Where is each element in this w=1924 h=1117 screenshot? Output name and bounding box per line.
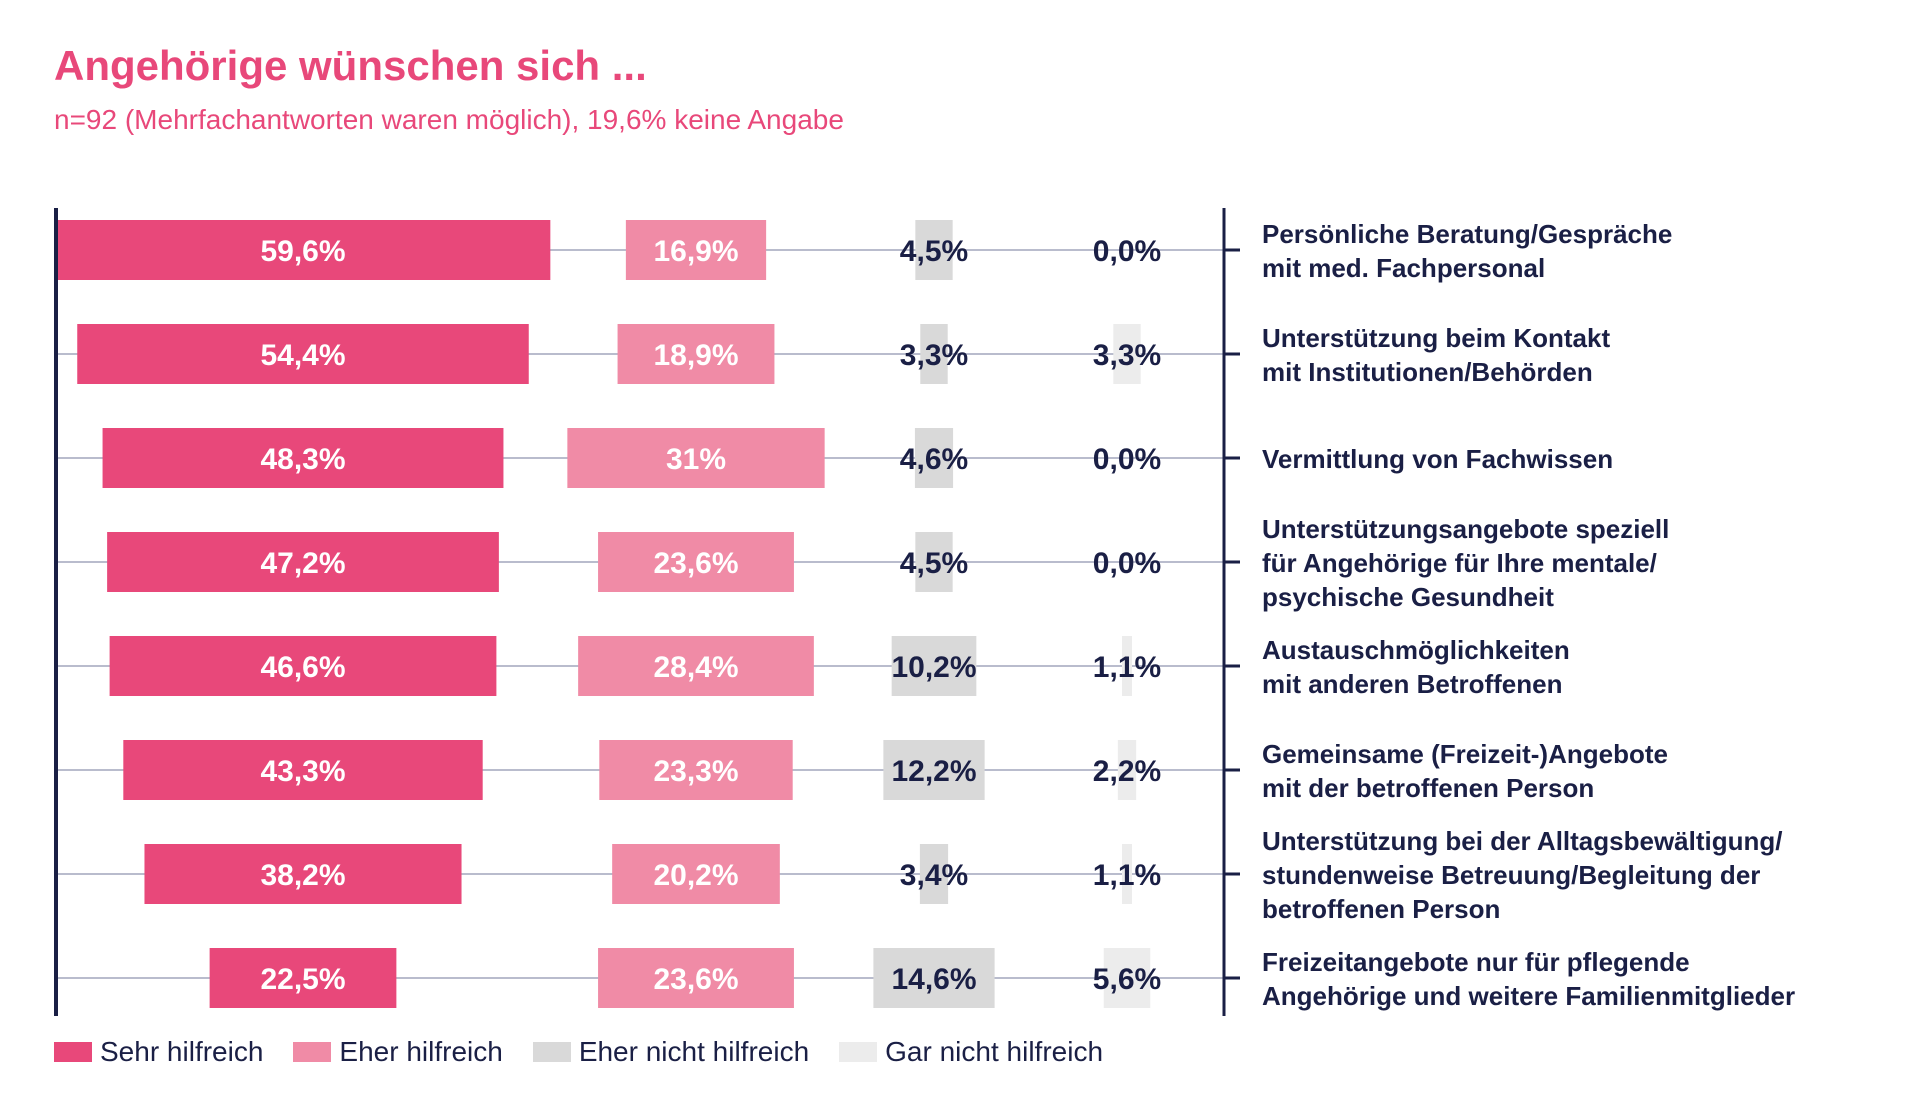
legend-swatch-sehr-hilfreich bbox=[54, 1042, 92, 1062]
bar-gar-nicht-hilfreich bbox=[1122, 636, 1132, 696]
bar-eher-hilfreich bbox=[617, 324, 775, 384]
value-label-eher-nicht-hilfreich: 12,2% bbox=[891, 755, 976, 788]
value-label-eher-hilfreich: 18,9% bbox=[653, 339, 738, 372]
value-label-gar-nicht-hilfreich: 0,0% bbox=[1093, 547, 1161, 580]
legend-swatch-gar-nicht-hilfreich bbox=[839, 1042, 878, 1062]
value-label-sehr-hilfreich: 48,3% bbox=[260, 443, 345, 476]
value-label-sehr-hilfreich: 43,3% bbox=[260, 755, 345, 788]
category-label: Unterstützungsangebote speziell für Angeh… bbox=[1262, 514, 1669, 612]
value-label-sehr-hilfreich: 38,2% bbox=[260, 859, 345, 892]
value-label-sehr-hilfreich: 54,4% bbox=[260, 339, 345, 372]
value-label-gar-nicht-hilfreich: 1,1% bbox=[1093, 859, 1161, 892]
bar-eher-nicht-hilfreich bbox=[915, 532, 953, 592]
value-label-gar-nicht-hilfreich: 2,2% bbox=[1093, 755, 1161, 788]
category-label: Unterstützung bei der Alltagsbewältigung… bbox=[1262, 826, 1783, 924]
legend-item-eher-hilfreich: Eher hilfreich bbox=[293, 1036, 503, 1068]
chart-title: Angehörige wünschen sich ... bbox=[54, 42, 647, 89]
category-label: Unterstützung beim Kontakt mit Institutio… bbox=[1262, 323, 1610, 387]
bar-eher-nicht-hilfreich bbox=[919, 844, 949, 904]
bar-eher-hilfreich bbox=[625, 220, 767, 280]
bar-gar-nicht-hilfreich bbox=[1117, 740, 1137, 800]
bar-sehr-hilfreich bbox=[209, 948, 397, 1008]
bar-sehr-hilfreich bbox=[144, 844, 462, 904]
value-label-eher-nicht-hilfreich: 3,3% bbox=[900, 339, 968, 372]
value-label-sehr-hilfreich: 47,2% bbox=[260, 547, 345, 580]
bar-sehr-hilfreich bbox=[55, 220, 551, 280]
bar-sehr-hilfreich bbox=[109, 636, 497, 696]
bar-gar-nicht-hilfreich bbox=[1122, 844, 1132, 904]
chart-subtitle: n=92 (Mehrfachantworten waren möglich), … bbox=[54, 104, 844, 135]
bar-sehr-hilfreich bbox=[102, 428, 504, 488]
value-label-eher-nicht-hilfreich: 3,4% bbox=[900, 859, 968, 892]
value-label-gar-nicht-hilfreich: 5,6% bbox=[1093, 963, 1161, 996]
legend-label-eher-nicht-hilfreich: Eher nicht hilfreich bbox=[578, 1036, 810, 1067]
value-label-gar-nicht-hilfreich: 0,0% bbox=[1093, 443, 1161, 476]
bar-eher-nicht-hilfreich bbox=[920, 324, 948, 384]
value-label-eher-nicht-hilfreich: 4,6% bbox=[900, 443, 968, 476]
category-label: Freizeitangebote nur für pflegende Angehö… bbox=[1262, 947, 1795, 1011]
value-label-eher-hilfreich: 16,9% bbox=[653, 235, 738, 268]
bar-gar-nicht-hilfreich bbox=[1113, 324, 1141, 384]
chart-legend: Sehr hilfreich Eher hilfreich Eher nicht… bbox=[54, 1036, 1133, 1068]
value-label-sehr-hilfreich: 59,6% bbox=[260, 235, 345, 268]
bar-eher-hilfreich bbox=[578, 636, 814, 696]
bar-eher-nicht-hilfreich bbox=[915, 220, 953, 280]
value-label-sehr-hilfreich: 46,6% bbox=[260, 651, 345, 684]
bar-gar-nicht-hilfreich bbox=[1103, 948, 1151, 1008]
value-label-eher-hilfreich: 23,6% bbox=[653, 963, 738, 996]
legend-label-gar-nicht-hilfreich: Gar nicht hilfreich bbox=[885, 1036, 1104, 1067]
bar-eher-nicht-hilfreich bbox=[914, 428, 954, 488]
value-label-eher-nicht-hilfreich: 14,6% bbox=[891, 963, 976, 996]
value-label-sehr-hilfreich: 22,5% bbox=[260, 963, 345, 996]
bar-eher-nicht-hilfreich bbox=[891, 636, 977, 696]
bar-eher-hilfreich bbox=[598, 948, 794, 1008]
legend-swatch-eher-hilfreich bbox=[293, 1042, 332, 1062]
legend-item-sehr-hilfreich: Sehr hilfreich bbox=[54, 1036, 263, 1068]
value-label-eher-hilfreich: 31% bbox=[666, 443, 726, 476]
value-label-eher-nicht-hilfreich: 4,5% bbox=[900, 235, 968, 268]
category-label: Gemeinsame (Freizeit-)Angebote mit der be… bbox=[1262, 739, 1668, 803]
value-label-gar-nicht-hilfreich: 0,0% bbox=[1093, 235, 1161, 268]
bar-eher-hilfreich bbox=[567, 428, 825, 488]
bar-eher-hilfreich bbox=[612, 844, 780, 904]
bar-sehr-hilfreich bbox=[77, 324, 529, 384]
category-label: Persönliche Beratung/Gespräche mit med. F… bbox=[1262, 219, 1672, 283]
legend-label-eher-hilfreich: Eher hilfreich bbox=[339, 1036, 503, 1067]
legend-item-gar-nicht-hilfreich: Gar nicht hilfreich bbox=[839, 1036, 1103, 1068]
bar-eher-nicht-hilfreich bbox=[873, 948, 995, 1008]
value-label-eher-hilfreich: 23,6% bbox=[653, 547, 738, 580]
value-label-gar-nicht-hilfreich: 3,3% bbox=[1093, 339, 1161, 372]
value-label-eher-nicht-hilfreich: 10,2% bbox=[891, 651, 976, 684]
value-label-eher-hilfreich: 23,3% bbox=[653, 755, 738, 788]
legend-item-eher-nicht-hilfreich: Eher nicht hilfreich bbox=[532, 1036, 810, 1068]
bar-eher-hilfreich bbox=[598, 532, 794, 592]
value-label-eher-nicht-hilfreich: 4,5% bbox=[900, 547, 968, 580]
category-label: Austauschmöglichkeiten mit anderen Betrof… bbox=[1262, 635, 1570, 699]
bar-sehr-hilfreich bbox=[123, 740, 483, 800]
bar-eher-hilfreich bbox=[599, 740, 793, 800]
bar-eher-nicht-hilfreich bbox=[883, 740, 985, 800]
value-label-eher-hilfreich: 20,2% bbox=[653, 859, 738, 892]
legend-swatch-eher-nicht-hilfreich bbox=[532, 1042, 571, 1062]
legend-label-sehr-hilfreich: Sehr hilfreich bbox=[100, 1036, 264, 1067]
value-label-gar-nicht-hilfreich: 1,1% bbox=[1093, 651, 1161, 684]
category-label: Vermittlung von Fachwissen bbox=[1262, 444, 1613, 474]
value-label-eher-hilfreich: 28,4% bbox=[653, 651, 738, 684]
bar-sehr-hilfreich bbox=[107, 532, 499, 592]
